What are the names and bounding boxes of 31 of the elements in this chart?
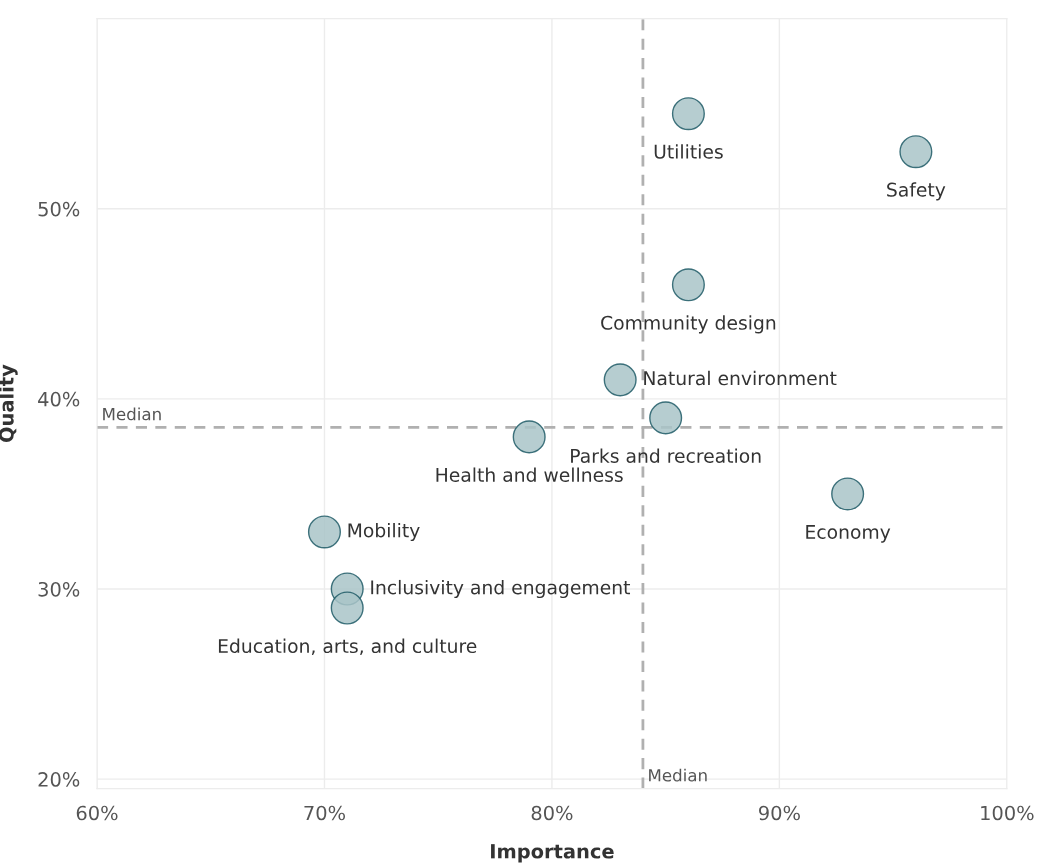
x-tick-label: 90% xyxy=(759,805,800,821)
x-tick-label: 60% xyxy=(76,805,118,821)
y-tick-label: 20% xyxy=(38,772,80,787)
y-tick-label: 50% xyxy=(38,201,80,217)
annotation: Inclusivity and engagement xyxy=(371,579,631,599)
point xyxy=(671,268,705,302)
x-tick-label: 80% xyxy=(531,805,573,821)
point xyxy=(649,401,683,435)
annotation: Safety xyxy=(887,182,946,201)
annotation: Education, arts, and culture xyxy=(218,638,477,655)
y-tick-label: 40% xyxy=(38,391,80,407)
x-tick-label: 100% xyxy=(981,805,1034,821)
point xyxy=(671,97,705,131)
annotation: Utilities xyxy=(654,144,723,159)
annotation: Parks and recreation xyxy=(571,448,761,463)
y-tick-label: 30% xyxy=(38,581,80,597)
annotation: Economy xyxy=(806,525,891,543)
ref-line-label: Median xyxy=(649,768,707,782)
point xyxy=(831,477,865,511)
annotation: Community design xyxy=(601,315,776,334)
ref-line-label: Median xyxy=(103,407,161,421)
annotation: Health and wellness xyxy=(436,467,623,482)
x-tick-label: 70% xyxy=(304,805,345,821)
point xyxy=(330,591,364,625)
point xyxy=(307,515,341,549)
annotation: Natural environment xyxy=(644,370,837,386)
annotation: Mobility xyxy=(348,522,420,542)
point xyxy=(603,363,637,397)
x-axis-title: Importance xyxy=(491,844,614,863)
point xyxy=(512,420,546,454)
point xyxy=(899,135,933,169)
